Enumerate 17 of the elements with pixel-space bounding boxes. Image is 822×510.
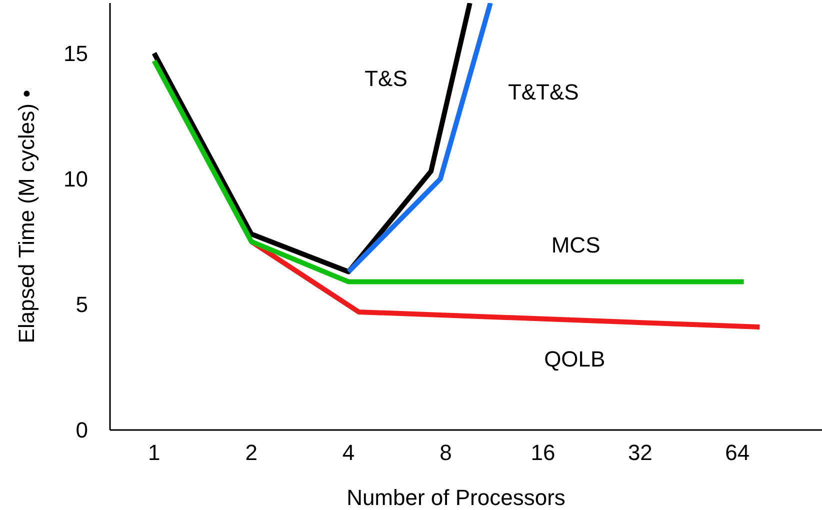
y-tick-label: 15 [64, 40, 88, 66]
x-tick-label: 8 [440, 440, 452, 465]
x-tick-label: 16 [530, 440, 556, 465]
y-tick-label: 5 [76, 292, 88, 318]
series-label: MCS [551, 232, 600, 258]
x-tick-label: 1 [148, 440, 160, 465]
x-tick-label: 4 [342, 440, 355, 465]
y-tick-label: 10 [64, 166, 88, 192]
series-label: QOLB [544, 346, 606, 372]
x-tick-label: 32 [628, 440, 652, 465]
series-label: T&S [364, 66, 408, 91]
y-tick-label: 0 [76, 418, 88, 443]
x-tick-label: 64 [725, 440, 750, 465]
x-axis-title: Number of Processors [346, 485, 566, 510]
x-tick-label: 2 [245, 440, 258, 465]
series-label: T&T&S [508, 80, 579, 105]
y-axis-title: Elapsed Time (M cycles) • [14, 90, 39, 344]
